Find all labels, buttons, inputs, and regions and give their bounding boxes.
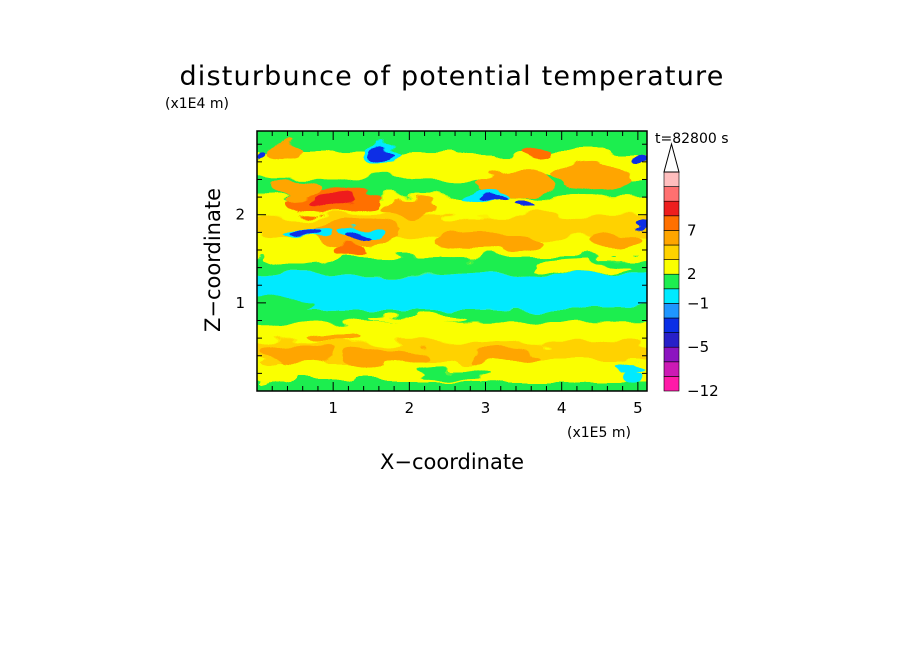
- colorbar-segment: [663, 273, 680, 290]
- contour-band: [257, 322, 647, 342]
- contour-patch: [333, 244, 364, 256]
- x-tick-label: 1: [328, 399, 338, 417]
- contour-patch: [289, 229, 324, 239]
- colorbar-segment: [663, 171, 680, 187]
- colorbar-label: −1: [687, 294, 709, 312]
- contour-patch: [474, 349, 543, 366]
- contour-field: [257, 131, 647, 391]
- colorbar-label: −12: [687, 382, 719, 400]
- contour-patch: [416, 368, 494, 378]
- colorbar-label: 2: [687, 265, 697, 283]
- contour-band: [257, 380, 647, 391]
- contour-patch: [264, 345, 334, 363]
- contour-patch: [634, 218, 647, 229]
- contour-patch: [615, 363, 646, 375]
- y-axis-label: Z−coordinate: [201, 188, 225, 332]
- colorbar-segment: [663, 288, 680, 304]
- contour-patch: [344, 346, 429, 365]
- contour-patch: [368, 146, 397, 160]
- colorbar-segment: [663, 376, 680, 392]
- colorbar-segment: [663, 200, 680, 217]
- x-tick-label: 3: [481, 399, 491, 417]
- contour-patch: [371, 314, 463, 324]
- contour-patch: [569, 344, 631, 359]
- colorbar-label: 7: [687, 221, 697, 239]
- x-axis-label: X−coordinate: [380, 450, 524, 474]
- contour-band: [257, 274, 647, 310]
- contour-patch: [264, 142, 303, 161]
- x-unit-label: (x1E5 m): [567, 425, 631, 441]
- contour-patch: [268, 179, 322, 198]
- y-tick-label: 2: [235, 206, 245, 224]
- contour-patch: [512, 201, 536, 211]
- contour-patch: [538, 260, 631, 275]
- axis-tick-labels: 1 2 3 4 5 1 2: [235, 206, 642, 417]
- axis-ticks: [257, 131, 647, 391]
- contour-patch: [554, 161, 631, 189]
- colorbar-segment: [663, 361, 680, 377]
- colorbar-segment: [663, 317, 680, 333]
- contour-patch: [310, 195, 357, 210]
- contour-band: [257, 131, 647, 154]
- contour-patch: [523, 145, 555, 161]
- contour-patch: [588, 232, 642, 250]
- colorbar-segment: [663, 215, 680, 231]
- contour-patch: [310, 331, 357, 342]
- colorbar-segment: [663, 186, 680, 202]
- contour-patch: [618, 373, 642, 383]
- time-label: t=82800 s: [655, 131, 729, 147]
- chart-title: disturbunce of potential temperature: [179, 61, 724, 92]
- x-tick-label: 2: [405, 399, 415, 417]
- contour-patch: [479, 195, 507, 203]
- colorbar-segment: [663, 244, 680, 260]
- colorbar: −12−5−127: [663, 142, 719, 400]
- colorbar-label: −5: [687, 338, 709, 356]
- contour-patch: [416, 154, 494, 169]
- y-unit-label: (x1E4 m): [165, 96, 229, 112]
- colorbar-segment: [663, 332, 680, 348]
- colorbar-segment: [663, 259, 680, 275]
- contour-patch: [260, 248, 345, 266]
- contour-patch: [635, 153, 647, 168]
- colorbar-segment: [663, 346, 680, 363]
- x-tick-label: 5: [633, 399, 643, 417]
- colorbar-segment: [663, 230, 680, 246]
- plot-frame: [256, 130, 648, 392]
- contour-patch: [257, 152, 266, 163]
- y-tick-label: 1: [235, 294, 245, 312]
- colorbar-segment: [663, 303, 680, 319]
- contour-patch: [349, 233, 371, 241]
- contour-patch: [378, 198, 440, 217]
- colorbar-overflow-triangle: [663, 142, 680, 173]
- contour-patch: [477, 170, 555, 198]
- x-tick-label: 4: [557, 399, 567, 417]
- contour-patch: [257, 295, 315, 314]
- contour-patch: [432, 232, 539, 250]
